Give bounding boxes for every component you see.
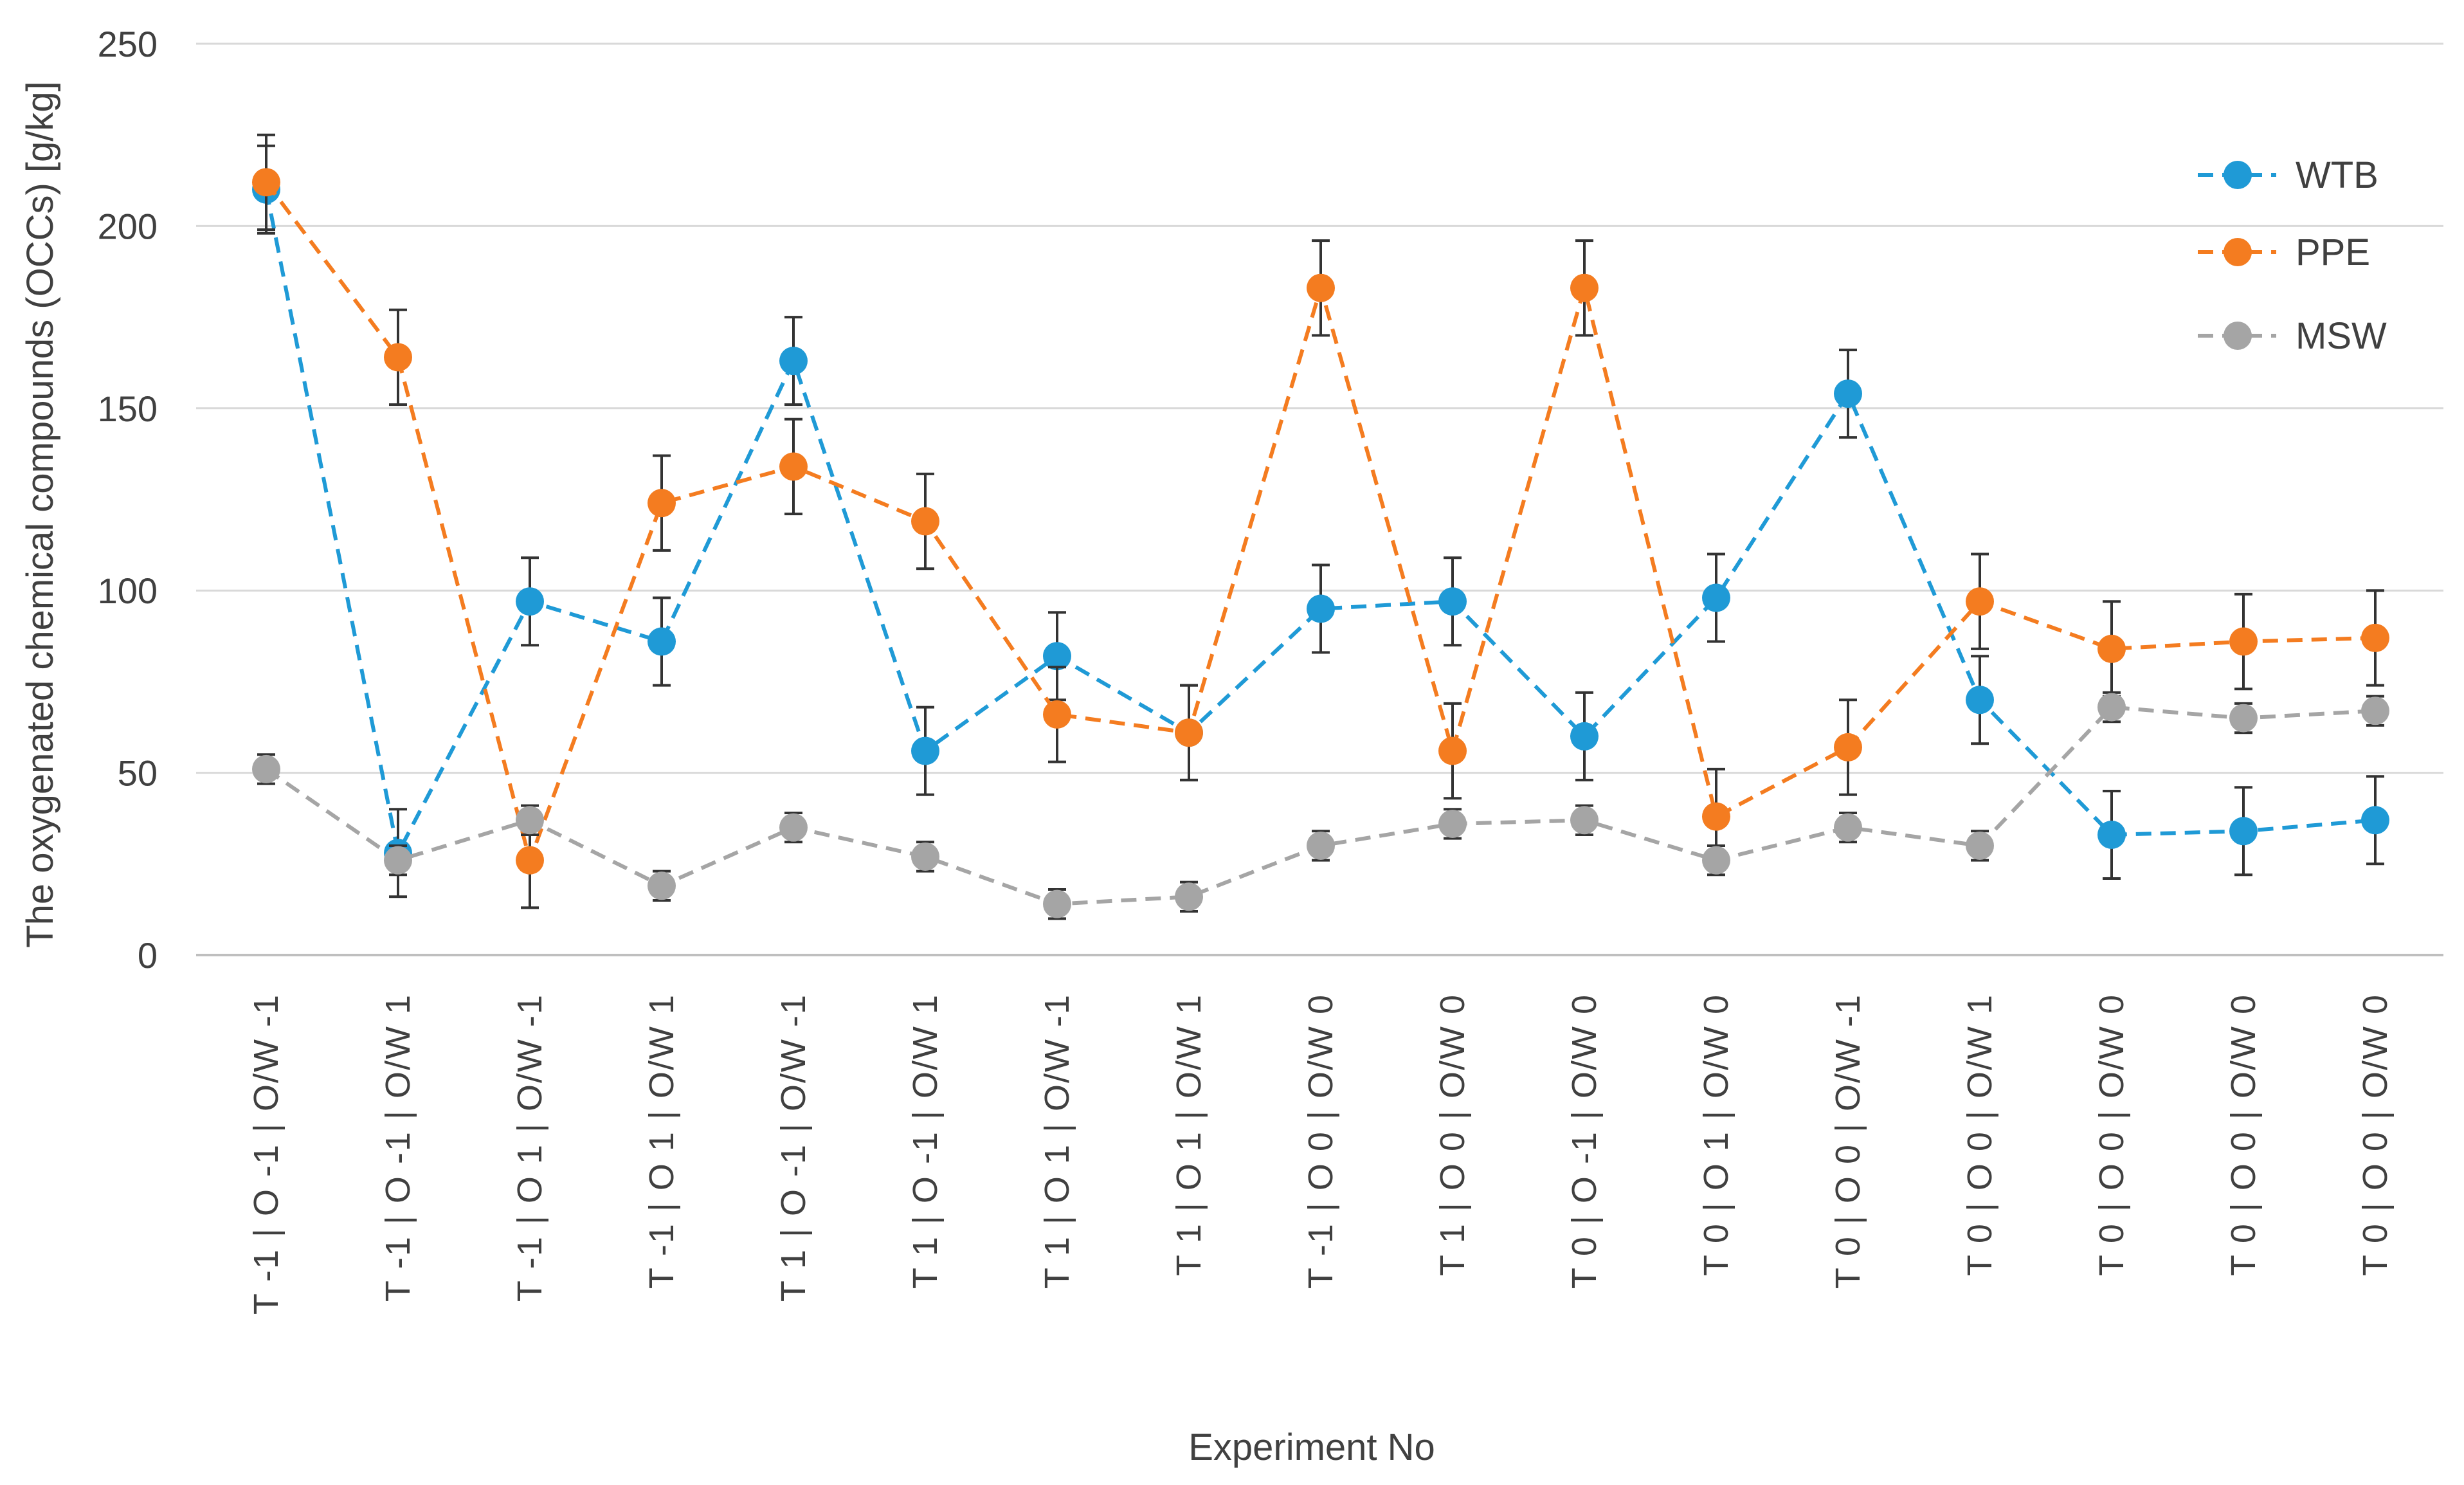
x-tick-label: T 0 | O 0 | O/W 0 bbox=[2356, 994, 2395, 1276]
data-point bbox=[1438, 809, 1467, 838]
y-tick-label: 200 bbox=[98, 206, 158, 246]
series-line-msw bbox=[265, 705, 2376, 906]
data-point bbox=[1966, 587, 1994, 616]
x-tick-label: T 0 | O 0 | O/W 0 bbox=[2224, 994, 2263, 1276]
data-point bbox=[2229, 817, 2258, 846]
legend: WTB PPE MSW bbox=[2198, 154, 2387, 357]
y-axis-title: The oxygenated chemical compounds (OCCs)… bbox=[19, 81, 61, 948]
x-tick-label: T 0 | O 0 | O/W -1 bbox=[1829, 994, 1867, 1289]
data-point bbox=[911, 842, 939, 871]
series-line-wtb bbox=[264, 189, 2376, 859]
data-point bbox=[648, 871, 676, 900]
data-point bbox=[516, 846, 544, 875]
data-point bbox=[1966, 686, 1994, 715]
data-point bbox=[1702, 846, 1730, 875]
data-point bbox=[1175, 882, 1203, 911]
data-point bbox=[1043, 700, 1071, 729]
legend-item-ppe: PPE bbox=[2198, 232, 2370, 273]
x-tick-label: T -1 | O -1 | O/W -1 bbox=[247, 994, 285, 1315]
x-tick-label: T -1 | O 0 | O/W 0 bbox=[1301, 994, 1340, 1289]
series-group bbox=[252, 133, 2389, 920]
data-point bbox=[1043, 642, 1071, 671]
legend-label: MSW bbox=[2296, 315, 2387, 357]
data-point bbox=[1438, 736, 1467, 765]
data-point bbox=[1834, 733, 1862, 761]
data-point bbox=[1966, 831, 1994, 860]
x-axis-ticks: T -1 | O -1 | O/W -1 T -1 | O -1 | O/W 1 T… bbox=[247, 994, 2395, 1315]
x-axis-title: Experiment No bbox=[1188, 1426, 1435, 1468]
x-tick-label: T 0 | O 0 | O/W 0 bbox=[2092, 994, 2131, 1276]
x-tick-label: T 1 | O -1 | O/W -1 bbox=[774, 994, 813, 1302]
legend-item-wtb: WTB bbox=[2198, 154, 2378, 196]
x-tick-label: T 0 | O 0 | O/W 1 bbox=[1961, 994, 1999, 1276]
series-ppe bbox=[252, 133, 2389, 909]
data-point bbox=[1570, 722, 1599, 751]
data-point bbox=[779, 452, 808, 481]
data-point bbox=[384, 343, 412, 372]
x-tick-label: T 1 | O 0 | O/W 0 bbox=[1433, 994, 1472, 1276]
data-point bbox=[1175, 718, 1203, 747]
data-point bbox=[2097, 693, 2126, 722]
data-point bbox=[911, 507, 939, 536]
x-tick-label: T 0 | O -1 | O/W 0 bbox=[1565, 994, 1604, 1289]
data-point bbox=[252, 754, 280, 783]
y-tick-label: 100 bbox=[98, 570, 158, 611]
data-point bbox=[779, 813, 808, 842]
x-tick-label: T 1 | O -1 | O/W 1 bbox=[906, 994, 945, 1289]
data-point bbox=[2229, 704, 2258, 733]
data-point bbox=[1834, 813, 1862, 842]
data-point bbox=[1307, 273, 1335, 302]
data-point bbox=[1702, 583, 1730, 612]
data-point bbox=[516, 806, 544, 835]
data-point bbox=[516, 587, 544, 616]
legend-marker bbox=[2224, 322, 2252, 350]
data-point bbox=[2097, 634, 2126, 663]
data-point bbox=[2229, 627, 2258, 656]
x-tick-label: T 1 | O 1 | O/W 1 bbox=[1170, 994, 1208, 1276]
series-msw bbox=[252, 691, 2389, 920]
data-point bbox=[1570, 806, 1599, 835]
legend-item-msw: MSW bbox=[2198, 315, 2387, 357]
legend-marker bbox=[2224, 161, 2252, 189]
y-tick-label: 0 bbox=[138, 935, 158, 976]
data-point bbox=[1043, 889, 1071, 918]
y-tick-label: 150 bbox=[98, 388, 158, 429]
data-point bbox=[1702, 802, 1730, 831]
legend-label: PPE bbox=[2296, 232, 2370, 273]
x-tick-label: T -1 | O 1 | O/W -1 bbox=[511, 994, 549, 1302]
data-point bbox=[648, 627, 676, 656]
data-point bbox=[779, 347, 808, 376]
y-tick-label: 50 bbox=[118, 753, 158, 794]
data-point bbox=[2361, 806, 2389, 835]
data-point bbox=[2361, 697, 2389, 725]
data-point bbox=[1307, 831, 1335, 860]
data-point bbox=[1307, 594, 1335, 623]
data-point bbox=[1438, 587, 1467, 616]
data-point bbox=[252, 168, 280, 197]
data-point bbox=[384, 846, 412, 875]
x-tick-label: T -1 | O -1 | O/W 1 bbox=[379, 994, 417, 1302]
data-point bbox=[1834, 379, 1862, 408]
data-point bbox=[911, 736, 939, 765]
data-point bbox=[1570, 273, 1599, 302]
x-tick-label: T 0 | O 1 | O/W 0 bbox=[1697, 994, 1735, 1276]
y-axis-ticks: 0 50 100 150 200 250 bbox=[98, 24, 158, 976]
data-point bbox=[2361, 623, 2389, 652]
y-tick-label: 250 bbox=[98, 24, 158, 64]
legend-label: WTB bbox=[2296, 154, 2378, 196]
legend-marker bbox=[2224, 238, 2252, 266]
data-point bbox=[648, 489, 676, 518]
x-tick-label: T -1 | O 1 | O/W 1 bbox=[642, 994, 681, 1289]
x-tick-label: T 1 | O 1 | O/W -1 bbox=[1038, 994, 1076, 1289]
data-point bbox=[2097, 820, 2126, 849]
